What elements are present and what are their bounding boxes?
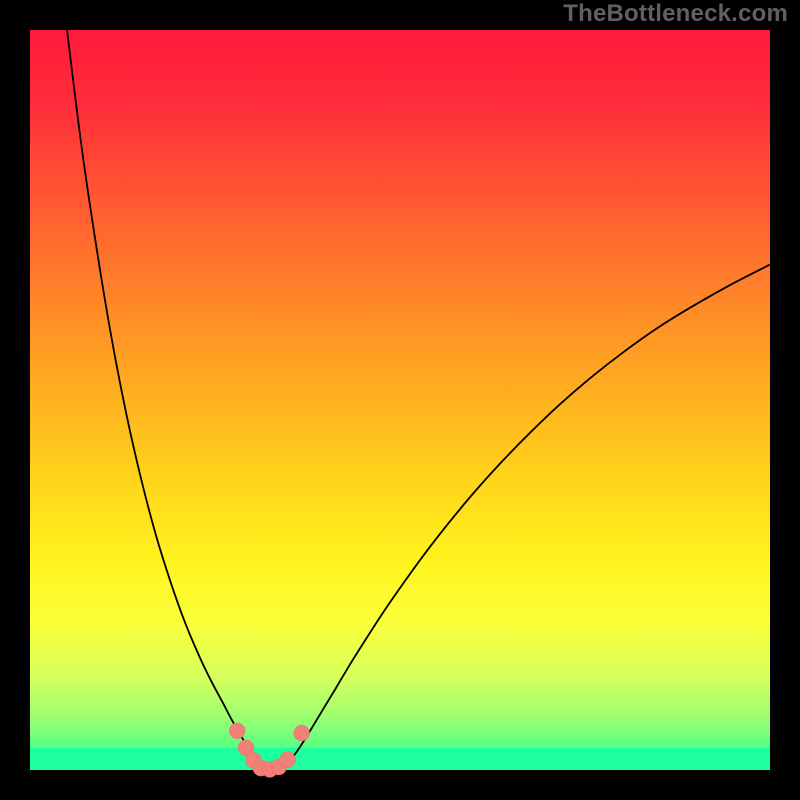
valley-marker: [229, 723, 245, 739]
chart-frame: TheBottleneck.com: [0, 0, 800, 800]
watermark-text: TheBottleneck.com: [563, 0, 788, 28]
plot-background: [30, 30, 770, 770]
valley-marker: [280, 752, 296, 768]
bottleneck-curve-chart: [0, 0, 800, 800]
bottom-band: [30, 748, 770, 770]
valley-marker: [294, 725, 310, 741]
